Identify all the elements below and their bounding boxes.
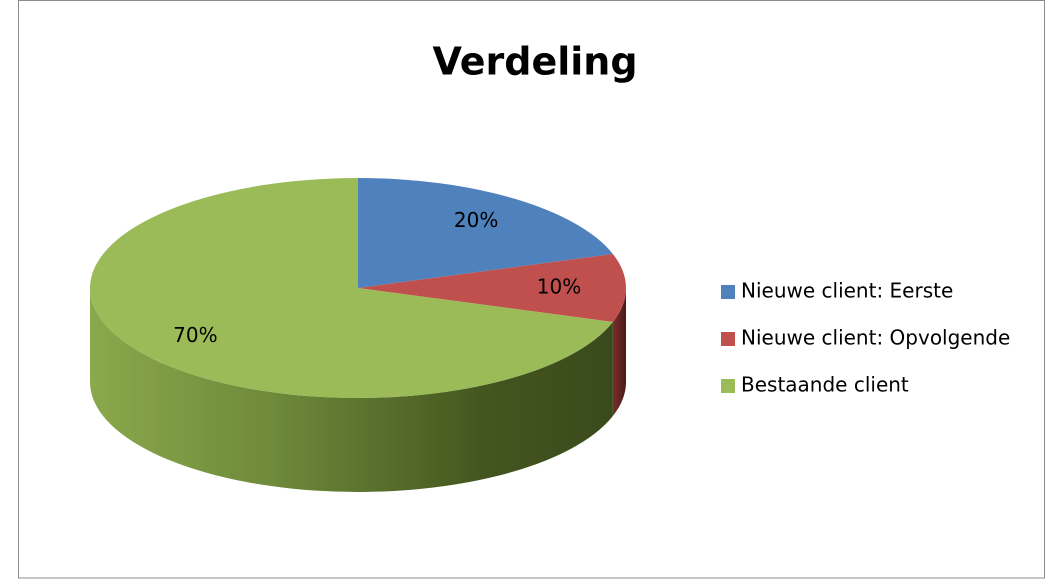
pie-slice — [358, 254, 626, 322]
data-label: 20% — [454, 208, 498, 232]
legend-label: Nieuwe client: Eerste — [741, 279, 953, 303]
legend-label: Bestaande client — [741, 373, 909, 397]
legend-swatch — [721, 285, 735, 299]
chart-title: Verdeling — [432, 40, 637, 84]
pie-side — [90, 288, 613, 492]
pie-slice — [89, 178, 613, 398]
pie-side — [612, 288, 626, 416]
legend-label: Nieuwe client: Opvolgende — [741, 326, 1010, 350]
data-label: 10% — [537, 275, 581, 299]
data-label: 70% — [173, 323, 217, 347]
legend-swatch — [721, 379, 735, 393]
pie-slice — [358, 178, 613, 288]
legend-swatch — [721, 332, 735, 346]
